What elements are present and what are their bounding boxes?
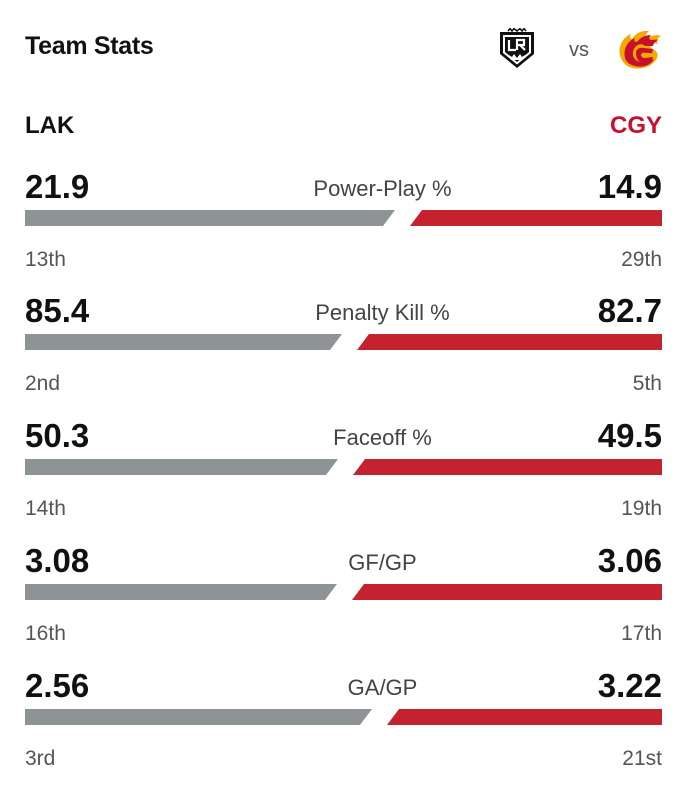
page-title: Team Stats [25,32,154,60]
stat-left-rank: 2nd [25,372,61,395]
stat-right-value: 3.22 [597,667,662,704]
vs-label: vs [569,38,589,61]
stat-right-rank: 5th [632,372,662,395]
comparison-bar [25,210,662,226]
matchup-logos: vs [495,28,665,72]
stat-label: Faceoff % [333,425,432,450]
stat-left-rank: 13th [25,248,66,271]
bar-right [410,210,662,226]
stat-left-value: 50.3 [25,417,90,454]
team-right-abbr: CGY [609,112,662,139]
bar-right [387,709,662,725]
stat-left-rank: 16th [25,622,66,645]
bar-right [357,334,662,350]
team-left-abbr: LAK [25,112,75,139]
calgary-flames-logo-icon [619,30,661,69]
stat-label: GF/GP [348,550,417,575]
stat-left-value: 3.08 [25,542,90,579]
stat-label: Power-Play % [313,176,452,201]
stat-right-value: 49.5 [597,417,662,454]
stat-row-penalty-kill: 85.4 Penalty Kill % 82.7 2nd 5th [25,292,662,402]
stat-left-value: 85.4 [25,292,90,329]
stat-right-rank: 29th [621,248,662,271]
la-kings-logo-icon [500,28,534,68]
bar-left [25,334,342,350]
header: Team Stats vs [25,28,665,69]
stat-left-rank: 14th [25,497,66,520]
bar-right [353,459,662,475]
stat-left-value: 21.9 [25,168,90,205]
stat-right-rank: 21st [622,747,662,770]
comparison-bar [25,584,662,600]
bar-right [352,584,662,600]
stat-right-value: 14.9 [597,168,662,205]
bar-left [25,584,337,600]
stat-right-value: 3.06 [597,542,662,579]
stat-right-value: 82.7 [597,292,662,329]
stat-right-rank: 17th [621,622,662,645]
comparison-bar [25,334,662,350]
team-abbreviations: LAK CGY [25,112,662,142]
comparison-bar [25,709,662,725]
stat-label: GA/GP [347,675,418,700]
stat-right-rank: 19th [621,497,662,520]
stat-row-ga-gp: 2.56 GA/GP 3.22 3rd 21st [25,667,662,777]
stat-label: Penalty Kill % [315,300,450,325]
comparison-bar [25,459,662,475]
stat-row-faceoff: 50.3 Faceoff % 49.5 14th 19th [25,417,662,527]
bar-left [25,709,372,725]
stat-row-power-play: 21.9 Power-Play % 14.9 13th 29th [25,168,662,278]
bar-left [25,459,338,475]
stat-left-rank: 3rd [25,747,56,770]
stat-left-value: 2.56 [25,667,90,704]
bar-left [25,210,395,226]
stat-row-gf-gp: 3.08 GF/GP 3.06 16th 17th [25,542,662,652]
